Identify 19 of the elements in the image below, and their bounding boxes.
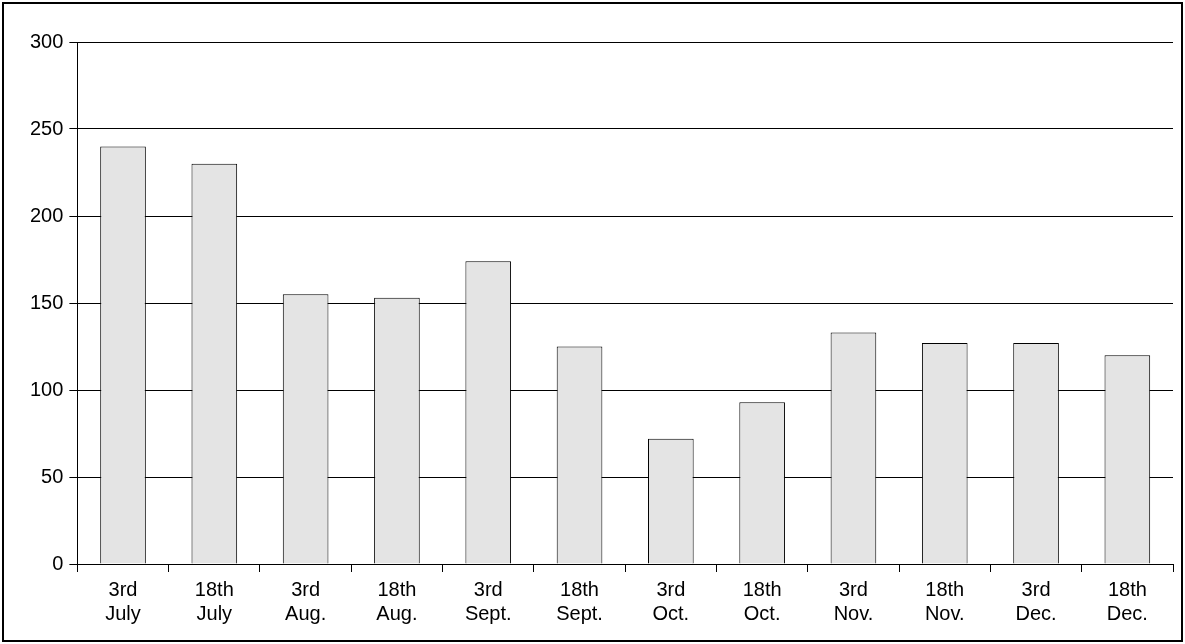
x-tick-label: 3rd Dec.	[1015, 577, 1057, 624]
x-tick-label: 3rd Sept.	[464, 577, 512, 624]
x-tick-label: 3rd July	[105, 577, 141, 624]
x-tick-label: 3rd Nov.	[833, 577, 874, 624]
x-tick-label: 18th Sept.	[556, 577, 603, 624]
y-tick-label: 100	[29, 377, 64, 400]
x-tick-label: 3rd Oct.	[652, 577, 690, 624]
x-tick-label: 18th Oct.	[742, 577, 782, 624]
x-tick-label: 18th Dec.	[1106, 577, 1148, 624]
y-tick-label: 250	[29, 116, 64, 139]
y-tick-label: 0	[52, 551, 64, 574]
y-tick-label: 50	[41, 464, 64, 487]
x-tick-label: 3rd Aug.	[285, 577, 327, 624]
y-tick-label: 150	[29, 290, 64, 313]
y-tick-label: 200	[29, 203, 64, 226]
x-tick-label: 18th July	[194, 577, 234, 624]
y-tick-label: 300	[29, 29, 64, 52]
x-tick-label: 18th Nov.	[924, 577, 965, 624]
x-tick-label: 18th Aug.	[376, 577, 418, 624]
